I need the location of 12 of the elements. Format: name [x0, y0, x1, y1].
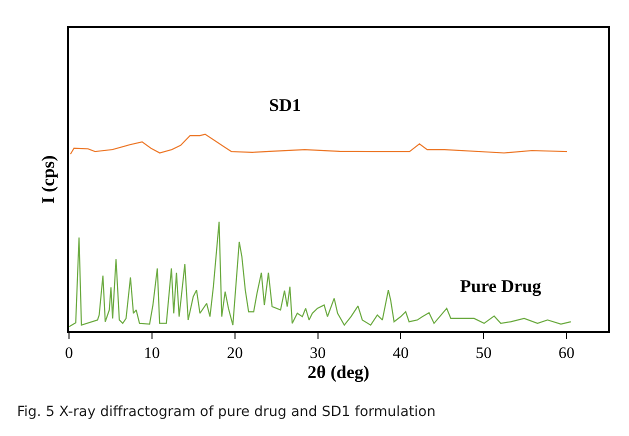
x-tick-label: 10	[144, 344, 160, 362]
series-label: SD1	[269, 95, 302, 115]
series-label: Pure Drug	[460, 276, 542, 296]
x-tick-label: 40	[392, 344, 409, 362]
x-tick-label: 50	[476, 344, 492, 362]
x-tick-label: 30	[310, 344, 326, 362]
caption: Fig. 5 X-ray diffractogram of pure drug and SD1 formulation	[17, 404, 436, 420]
x-axis-title: 2θ (deg)	[308, 362, 370, 382]
x-tick-label: 60	[558, 344, 575, 362]
x-tick-label: 0	[65, 344, 73, 362]
y-axis-title: I (cps)	[38, 155, 58, 204]
x-tick-label: 20	[226, 344, 243, 362]
